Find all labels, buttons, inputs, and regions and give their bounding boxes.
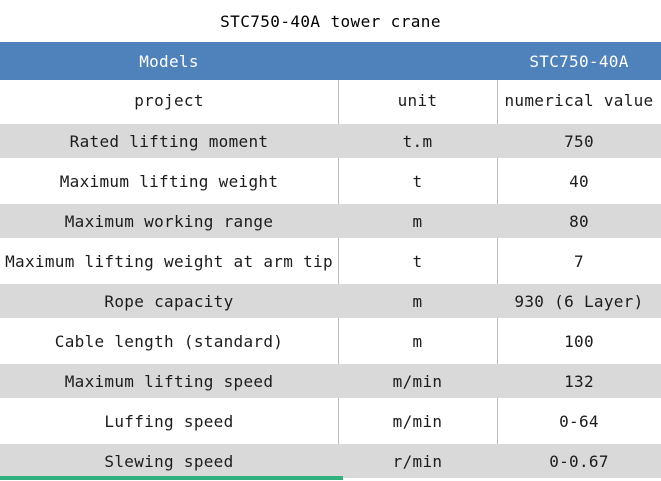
cell-project: Maximum lifting speed xyxy=(64,371,274,391)
model-value-label: STC750-40A xyxy=(529,51,629,71)
table-row: Maximum lifting weight t 40 xyxy=(0,161,661,201)
cell-project: Luffing speed xyxy=(104,411,234,431)
table-row: Maximum lifting speed m/min 132 xyxy=(0,361,661,401)
column-headers-row: project unit numerical value xyxy=(0,80,661,121)
table-row: Cable length (standard) m 100 xyxy=(0,321,661,361)
cell-project: Maximum lifting weight xyxy=(59,171,279,191)
column-header-numerical-value: numerical value xyxy=(504,91,654,110)
column-divider-2 xyxy=(497,80,498,477)
table-row: Rope capacity m 930 (6 Layer) xyxy=(0,281,661,321)
cell-unit: t.m xyxy=(402,131,433,151)
cell-value: 0-0.67 xyxy=(549,451,609,471)
cell-unit: t xyxy=(412,251,423,271)
table-header-row: Models STC750-40A xyxy=(0,42,661,80)
cell-value: 80 xyxy=(569,211,589,231)
column-divider-1 xyxy=(338,80,339,477)
page-title: STC750-40A tower crane xyxy=(220,11,441,31)
cell-value: 132 xyxy=(564,371,594,391)
table-row: Maximum working range m 80 xyxy=(0,201,661,241)
cell-unit: m xyxy=(412,331,423,351)
cell-value: 7 xyxy=(574,251,584,271)
table-row: Rated lifting moment t.m 750 xyxy=(0,121,661,161)
cell-unit: m/min xyxy=(392,411,443,431)
cell-project: Cable length (standard) xyxy=(54,331,284,351)
cell-value: 40 xyxy=(569,171,589,191)
cell-project: Rope capacity xyxy=(104,291,234,311)
column-header-unit: unit xyxy=(397,91,438,110)
cell-unit: t xyxy=(412,171,423,191)
cell-unit: m xyxy=(412,211,423,231)
cell-project: Maximum working range xyxy=(64,211,274,231)
cell-value: 0-64 xyxy=(559,411,599,431)
table-row: Slewing speed r/min 0-0.67 xyxy=(0,441,661,481)
cell-unit: m/min xyxy=(392,371,443,391)
cell-value: 750 xyxy=(564,131,594,151)
cell-value: 930 (6 Layer) xyxy=(514,291,644,311)
cell-project: Rated lifting moment xyxy=(69,131,269,151)
cell-unit: m xyxy=(412,291,423,311)
models-header-label: Models xyxy=(139,51,199,71)
cell-unit: r/min xyxy=(392,451,443,471)
cell-project: Slewing speed xyxy=(104,451,234,471)
table-row: Luffing speed m/min 0-64 xyxy=(0,401,661,441)
table-row: Maximum lifting weight at arm tip t 7 xyxy=(0,241,661,281)
bottom-accent-bar xyxy=(0,476,343,480)
cell-project: Maximum lifting weight at arm tip xyxy=(5,251,333,271)
column-header-project: project xyxy=(134,91,204,110)
cell-value: 100 xyxy=(564,331,594,351)
header-spacer xyxy=(338,42,497,80)
